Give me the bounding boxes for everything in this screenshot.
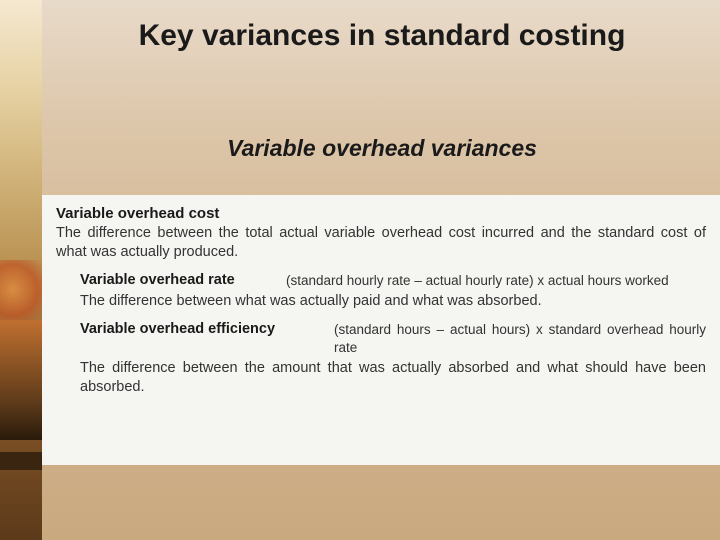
slide-title: Key variances in standard costing [102,18,662,54]
row-rate: Variable overhead rate (standard hourly … [56,272,706,290]
efficiency-label: Variable overhead efficiency [56,321,314,357]
content-panel: Variable overhead cost The difference be… [42,195,720,465]
section-heading-cost: Variable overhead cost [56,205,706,222]
slide-subtitle: Variable overhead variances [102,135,662,162]
rate-desc: The difference between what was actually… [56,292,706,311]
row-efficiency: Variable overhead efficiency (standard h… [56,321,706,357]
rate-formula: (standard hourly rate – actual hourly ra… [286,272,706,290]
decorative-dark-band [0,452,42,470]
slide-container: Key variances in standard costing Variab… [0,0,720,540]
efficiency-desc: The difference between the amount that w… [56,359,706,397]
section-desc-cost: The difference between the total actual … [56,224,706,262]
rate-label: Variable overhead rate [56,272,266,290]
efficiency-formula: (standard hours – actual hours) x standa… [334,321,706,357]
decorative-left-strip [0,0,42,540]
